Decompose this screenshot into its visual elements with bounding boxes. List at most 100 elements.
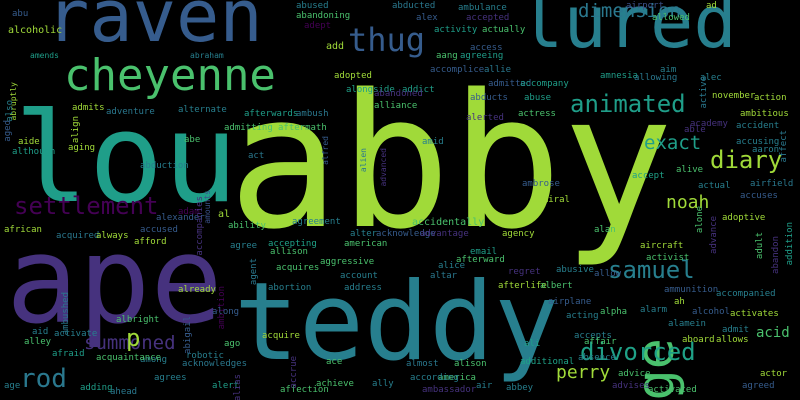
cloud-word: alice xyxy=(438,261,466,271)
cloud-word: afraid xyxy=(52,349,85,359)
cloud-word: alert xyxy=(212,381,240,391)
cloud-word: perry xyxy=(556,362,611,383)
cloud-word: aang xyxy=(436,51,458,61)
cloud-word: ally xyxy=(372,379,394,389)
cloud-word: advanced xyxy=(379,148,388,187)
cloud-word: afterward xyxy=(456,255,505,265)
cloud-word: aging xyxy=(68,143,96,153)
cloud-word: active xyxy=(699,76,709,109)
cloud-word: accidentally xyxy=(412,217,485,228)
cloud-word: acid xyxy=(756,325,790,341)
cloud-word: aim xyxy=(660,65,677,75)
cloud-word: abducts xyxy=(470,93,508,103)
cloud-word: alter xyxy=(350,229,378,239)
cloud-word: ahead xyxy=(110,387,138,397)
cloud-word: adept xyxy=(304,21,332,31)
cloud-word: accepting xyxy=(268,239,317,249)
cloud-word: ad xyxy=(706,1,717,11)
cloud-word: abducted xyxy=(392,1,436,11)
cloud-word: aboard xyxy=(682,335,715,345)
cloud-word: ago xyxy=(224,339,241,349)
cloud-word: action xyxy=(754,93,787,103)
cloud-word: along xyxy=(212,307,240,317)
cloud-word: alex xyxy=(416,13,438,23)
cloud-word: accompany xyxy=(520,79,569,89)
cloud-word: always xyxy=(96,231,129,241)
cloud-word: acquires xyxy=(276,263,320,273)
cloud-word: allison xyxy=(270,247,308,257)
cloud-word: aftermath xyxy=(278,123,327,133)
cloud-word: accepted xyxy=(466,13,510,23)
cloud-word: abandoned xyxy=(374,89,423,99)
cloud-word: add xyxy=(326,41,345,52)
cloud-word: amnesia xyxy=(600,71,638,81)
cloud-word: america xyxy=(438,373,476,383)
cloud-word: actual xyxy=(698,181,731,191)
cloud-word: abu xyxy=(12,9,29,19)
cloud-word: samuel xyxy=(608,256,695,284)
cloud-word: thug xyxy=(348,21,426,59)
cloud-word: accept xyxy=(632,171,665,181)
cloud-word: acknowledges xyxy=(182,359,248,369)
cloud-word: abandoning xyxy=(296,11,351,21)
cloud-word: aircraft xyxy=(640,241,684,251)
cloud-word: abused xyxy=(296,1,329,11)
cloud-word: abduction xyxy=(140,161,189,171)
cloud-word: adult xyxy=(755,232,765,260)
cloud-word: addict xyxy=(402,85,435,95)
cloud-word: agrees xyxy=(154,373,187,383)
cloud-word: agreeing xyxy=(460,51,504,61)
cloud-word: airplane xyxy=(548,297,592,307)
cloud-word: african xyxy=(4,225,42,235)
cloud-word: raven xyxy=(46,0,263,58)
cloud-word: acquired xyxy=(56,231,100,241)
cloud-word: agency xyxy=(502,229,535,239)
cloud-word: animated xyxy=(570,90,686,118)
cloud-word: address xyxy=(344,283,382,293)
cloud-word: actually xyxy=(482,25,526,35)
cloud-word: abandon xyxy=(771,236,781,274)
cloud-word: regret xyxy=(508,267,541,277)
cloud-word: ah xyxy=(674,297,685,307)
cloud-word: admitting xyxy=(224,123,273,133)
cloud-word: divorced xyxy=(580,338,696,366)
cloud-word: alias xyxy=(233,374,243,400)
cloud-word: abbey xyxy=(506,383,534,393)
cloud-word: abigail xyxy=(183,316,193,354)
cloud-word: accusing xyxy=(736,137,780,147)
cloud-word: according xyxy=(410,373,459,383)
cloud-word: abortion xyxy=(268,283,312,293)
cloud-word: accident xyxy=(736,121,780,131)
cloud-word: addition xyxy=(785,222,795,266)
cloud-word: advance xyxy=(709,216,719,254)
cloud-word: ape xyxy=(6,212,223,351)
cloud-word: afford xyxy=(134,237,167,247)
cloud-word: accuses xyxy=(740,191,778,201)
cloud-word: although xyxy=(12,147,56,157)
cloud-word: alley xyxy=(24,337,52,347)
cloud-word: accomplice xyxy=(430,65,485,75)
cloud-word: alcohol xyxy=(692,307,730,317)
cloud-word: lured xyxy=(520,0,737,64)
cloud-word: alerted xyxy=(466,113,504,123)
cloud-word: altar xyxy=(430,271,458,281)
cloud-word: aide xyxy=(18,137,40,147)
cloud-word: actress xyxy=(518,109,556,119)
cloud-word: align xyxy=(71,116,81,144)
cloud-word: allowed xyxy=(652,13,690,23)
cloud-word: advantage xyxy=(420,229,469,239)
cloud-word: allows xyxy=(716,335,749,345)
cloud-word: admitted xyxy=(488,79,532,89)
cloud-word: alone xyxy=(695,206,705,234)
cloud-word: ambrose xyxy=(522,179,560,189)
cloud-word: able xyxy=(684,125,706,135)
cloud-word: alfred xyxy=(321,136,330,165)
cloud-word: agreed xyxy=(742,381,775,391)
cloud-word: november xyxy=(712,91,756,101)
cloud-word: aid xyxy=(32,327,49,337)
cloud-word: american xyxy=(344,239,388,249)
cloud-word: accused xyxy=(140,225,178,235)
cloud-word: affair xyxy=(584,337,617,347)
cloud-word: ace xyxy=(326,357,343,367)
cloud-word: accrue xyxy=(289,356,299,389)
